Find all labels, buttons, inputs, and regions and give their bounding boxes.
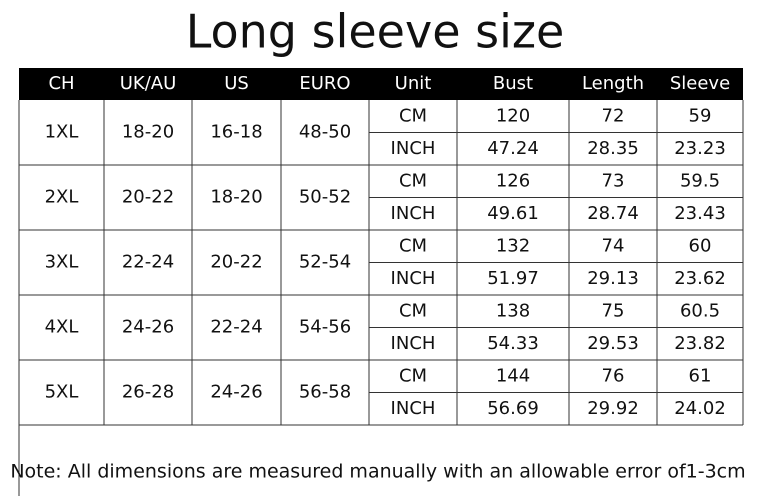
measure-cell: CM (399, 235, 427, 256)
measure-cell: 59.5 (680, 170, 720, 191)
measure-cell: 60 (689, 235, 712, 256)
measure-cell: CM (399, 300, 427, 321)
header-cell: Length (582, 73, 644, 94)
size-cell: 54-56 (299, 317, 351, 338)
measure-cell: 29.53 (587, 333, 639, 354)
measure-cell: 23.23 (674, 138, 726, 159)
size-cell: 16-18 (210, 122, 262, 143)
measure-cell: INCH (391, 398, 436, 419)
measure-cell: 132 (496, 235, 530, 256)
header-band (19, 68, 743, 100)
size-cell: 18-20 (122, 122, 174, 143)
measure-cell: 23.82 (674, 333, 726, 354)
size-cell: 20-22 (210, 252, 262, 273)
measure-cell: 51.97 (487, 268, 539, 289)
measure-cell: 23.43 (674, 203, 726, 224)
size-cell: 48-50 (299, 122, 351, 143)
header-cell: EURO (299, 73, 350, 94)
measure-cell: INCH (391, 333, 436, 354)
size-cell: 24-26 (210, 382, 262, 403)
header-cell: Bust (493, 73, 533, 94)
measure-cell: 72 (602, 105, 625, 126)
note: Note: All dimensions are measured manual… (10, 461, 745, 483)
measure-cell: 74 (602, 235, 625, 256)
measure-cell: 49.61 (487, 203, 539, 224)
size-cell: 1XL (45, 122, 79, 143)
measure-cell: INCH (391, 203, 436, 224)
measure-cell: 29.92 (587, 398, 639, 419)
measure-cell: 61 (689, 365, 712, 386)
measure-cell: CM (399, 105, 427, 126)
measure-cell: 29.13 (587, 268, 639, 289)
size-cell: 4XL (45, 317, 79, 338)
header-cell: Sleeve (670, 73, 730, 94)
measure-cell: 144 (496, 365, 530, 386)
measure-cell: 60.5 (680, 300, 720, 321)
measure-cell: INCH (391, 268, 436, 289)
header-cell: CH (48, 73, 74, 94)
measure-cell: 76 (602, 365, 625, 386)
measure-cell: INCH (391, 138, 436, 159)
size-cell: 50-52 (299, 187, 351, 208)
header-cell: US (224, 73, 249, 94)
measure-cell: 75 (602, 300, 625, 321)
measure-cell: 54.33 (487, 333, 539, 354)
measure-cell: 23.62 (674, 268, 726, 289)
measure-cell: 28.35 (587, 138, 639, 159)
measure-cell: CM (399, 365, 427, 386)
size-cell: 2XL (45, 187, 79, 208)
measure-cell: 120 (496, 105, 530, 126)
measure-cell: 73 (602, 170, 625, 191)
measure-cell: 47.24 (487, 138, 539, 159)
size-cell: 20-22 (122, 187, 174, 208)
measure-cell: 126 (496, 170, 530, 191)
measure-cell: CM (399, 170, 427, 191)
title: Long sleeve size (186, 5, 565, 59)
size-cell: 26-28 (122, 382, 174, 403)
size-cell: 56-58 (299, 382, 351, 403)
size-cell: 3XL (45, 252, 79, 273)
size-cell: 5XL (45, 382, 79, 403)
measure-cell: 56.69 (487, 398, 539, 419)
measure-cell: 59 (689, 105, 712, 126)
measure-cell: 24.02 (674, 398, 726, 419)
size-cell: 52-54 (299, 252, 351, 273)
header-cell: UK/AU (120, 73, 177, 94)
header-cell: Unit (395, 73, 432, 94)
size-cell: 22-24 (210, 317, 262, 338)
size-cell: 18-20 (210, 187, 262, 208)
size-cell: 22-24 (122, 252, 174, 273)
size-cell: 24-26 (122, 317, 174, 338)
measure-cell: 138 (496, 300, 530, 321)
measure-cell: 28.74 (587, 203, 639, 224)
